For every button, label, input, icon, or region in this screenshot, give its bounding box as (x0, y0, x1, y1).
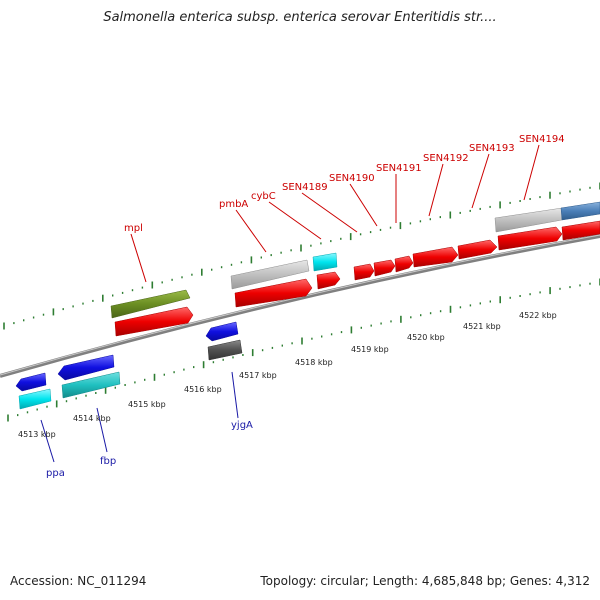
scale-label: 4517 kbp (239, 371, 277, 380)
gene-pmbA-gray[interactable] (230, 259, 310, 290)
gene-SEN4189-arrow[interactable] (353, 263, 375, 281)
map-title: Salmonella enterica subsp. enterica sero… (103, 10, 497, 25)
scale-labels: 4513 kbp 4514 kbp 4515 kbp 4516 kbp 4517… (18, 311, 557, 439)
gene-next-arrow[interactable] (561, 220, 600, 241)
leader-pmbA (235, 209, 267, 253)
leader-SEN4190 (349, 183, 378, 227)
gene-label-cybC[interactable]: cybC (251, 191, 276, 202)
label-leader-lines (40, 144, 540, 463)
leader-ppa (40, 419, 55, 463)
gene-SEN4194-arrow[interactable] (497, 226, 563, 251)
gene-ppa-cyan[interactable] (18, 388, 52, 410)
gene-SEN4192-arrow[interactable] (412, 246, 459, 268)
leader-mpl (130, 233, 147, 283)
gene-fbp-arrow[interactable] (57, 354, 115, 381)
gene-label-ppa[interactable]: ppa (46, 468, 65, 479)
scale-label: 4515 kbp (128, 400, 166, 409)
gene-fbp-teal[interactable] (61, 371, 121, 399)
leader-fbp (96, 407, 108, 453)
scale-label: 4514 kbp (73, 414, 111, 423)
scale-label: 4522 kbp (519, 311, 557, 320)
leader-SEN4194 (523, 144, 540, 201)
gene-label-SEN4191[interactable]: SEN4191 (376, 163, 422, 174)
gene-label-SEN4190[interactable]: SEN4190 (329, 173, 375, 184)
forward-strand-features (110, 201, 600, 337)
inner-tick-row (7, 278, 600, 422)
gene-SEN4191-arrow[interactable] (394, 255, 414, 273)
gene-label-mpl[interactable]: mpl (124, 223, 143, 234)
gene-label-yjgA[interactable]: yjgA (231, 420, 253, 431)
gene-label-SEN4192[interactable]: SEN4192 (423, 153, 469, 164)
scale-label: 4516 kbp (184, 385, 222, 394)
genome-backbone-highlight (0, 234, 600, 376)
gene-SEN4190-arrow[interactable] (373, 259, 396, 277)
leader-SEN4192 (428, 163, 444, 217)
gene-label-fbp[interactable]: fbp (100, 456, 116, 467)
gene-label-SEN4193[interactable]: SEN4193 (469, 143, 515, 154)
leader-cybC (268, 201, 322, 240)
accession-text: Accession: NC_011294 (10, 574, 147, 588)
leader-SEN4189 (301, 192, 358, 233)
gene-label-SEN4189[interactable]: SEN4189 (282, 182, 328, 193)
topology-summary: Topology: circular; Length: 4,685,848 bp… (260, 574, 590, 588)
forward-gene-labels: mpl pmbA cybC SEN4189 SEN4190 SEN4191 SE… (124, 134, 565, 234)
gene-cybC-arrow[interactable] (316, 271, 341, 290)
gene-SEN4194-steel[interactable] (560, 201, 600, 221)
gene-yjgA-dark[interactable] (207, 339, 243, 361)
genome-backbone (0, 234, 600, 378)
gene-mpl-olive[interactable] (110, 289, 191, 319)
scale-label: 4521 kbp (463, 322, 501, 331)
gene-label-SEN4194[interactable]: SEN4194 (519, 134, 565, 145)
scale-label: 4519 kbp (351, 345, 389, 354)
leader-yjgA (231, 371, 239, 419)
reverse-gene-labels: ppa fbp yjgA (46, 420, 253, 479)
gene-pmbA-arrow[interactable] (234, 278, 313, 308)
reverse-strand-features (15, 321, 243, 410)
gene-label-pmbA[interactable]: pmbA (219, 199, 248, 210)
outer-tick-row (3, 182, 600, 330)
gene-mpl-arrow[interactable] (114, 306, 194, 337)
scale-label: 4520 kbp (407, 333, 445, 342)
leader-SEN4193 (471, 153, 490, 209)
gene-ppa-arrow[interactable] (15, 372, 47, 392)
scale-label: 4518 kbp (295, 358, 333, 367)
scale-label: 4513 kbp (18, 430, 56, 439)
gene-cybC-cyan[interactable] (312, 252, 338, 272)
gene-yjgA-arrow[interactable] (205, 321, 239, 342)
gene-SEN4193-arrow[interactable] (457, 239, 498, 260)
